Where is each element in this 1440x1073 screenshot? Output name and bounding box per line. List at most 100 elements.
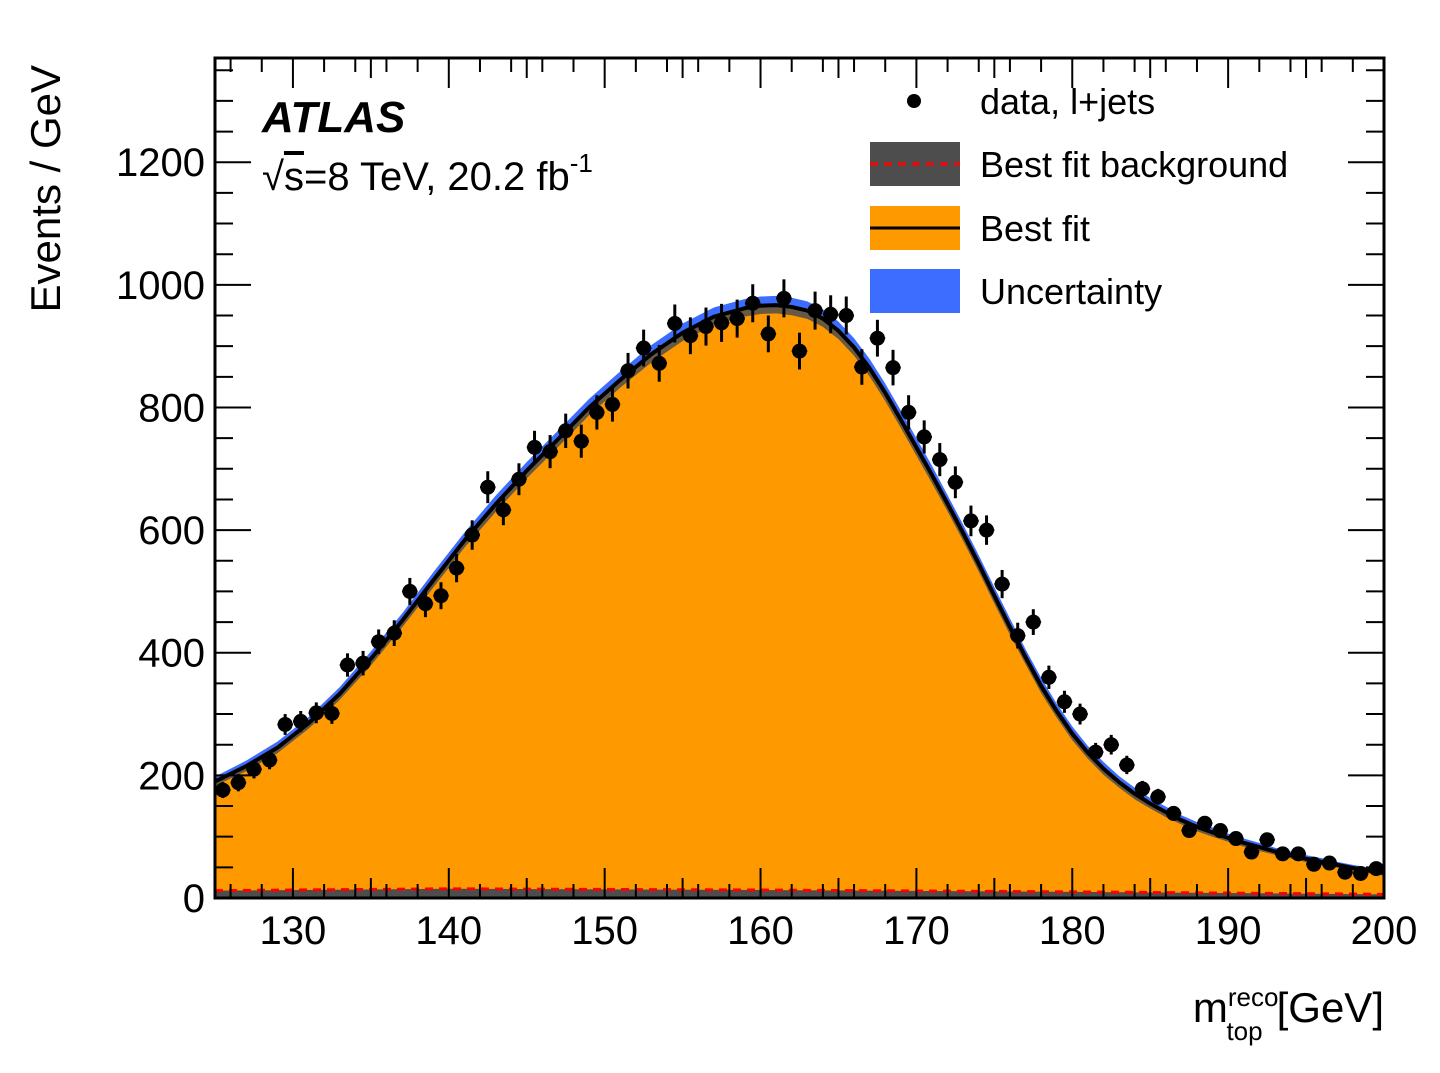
data-point <box>1150 788 1166 805</box>
x-tick-label: 190 <box>1195 909 1262 953</box>
data-point <box>1290 846 1307 862</box>
data-point <box>308 702 325 724</box>
best-fit-area-layer <box>215 305 1384 899</box>
data-marker <box>729 311 745 327</box>
x-tick-label: 160 <box>727 909 794 953</box>
data-point <box>1134 780 1151 797</box>
legend-data-marker <box>907 94 921 108</box>
data-marker <box>979 522 995 538</box>
data-marker <box>932 452 948 468</box>
data-point <box>776 279 792 318</box>
data-marker <box>885 360 901 376</box>
data-marker <box>823 306 839 322</box>
data-point <box>1009 622 1026 649</box>
data-point <box>635 329 652 367</box>
data-marker <box>651 355 667 371</box>
data-marker <box>324 705 340 721</box>
energy-luminosity-label: √s=8 TeV, 20.2 fb-1 <box>262 148 593 199</box>
data-point <box>854 349 870 385</box>
data-point <box>682 317 699 355</box>
data-point <box>339 653 356 677</box>
data-point <box>1306 856 1322 872</box>
legend-label-background: Best fit background <box>980 144 1288 185</box>
data-marker <box>1150 789 1166 805</box>
x-tick-label: 200 <box>1351 909 1418 953</box>
data-point <box>215 782 231 799</box>
plot-frame <box>213 56 1386 900</box>
data-point <box>760 315 777 353</box>
data-point <box>1165 805 1182 821</box>
data-point <box>1087 742 1104 762</box>
tick-labels-layer: 130 140 150 160 170 180 190 200 0 200 400 600 800 100… <box>116 141 1417 953</box>
data-marker <box>698 319 714 335</box>
data-point <box>807 291 823 330</box>
x-axis-title-sub: top <box>1226 1016 1262 1046</box>
legend-label-data: data, l+jets <box>980 81 1155 122</box>
legend-uncertainty-swatch <box>870 269 960 313</box>
y-axis-title: Events / GeV <box>22 65 69 312</box>
data-point <box>620 352 636 389</box>
data-point <box>1321 855 1338 871</box>
data-marker <box>355 655 371 671</box>
data-marker <box>1134 781 1150 797</box>
data-point <box>402 577 418 605</box>
data-marker <box>480 479 496 495</box>
data-point <box>994 569 1010 599</box>
data-marker <box>1306 856 1322 872</box>
data-point <box>557 413 574 448</box>
data-point <box>667 304 683 343</box>
data-marker <box>869 330 885 346</box>
data-point <box>978 515 995 545</box>
legend: data, l+jets Best fit background Best fi… <box>870 81 1288 313</box>
data-point <box>246 760 262 779</box>
data-marker <box>636 340 652 356</box>
y-tick-label: 0 <box>183 877 205 921</box>
data-marker <box>1337 864 1353 880</box>
data-point <box>713 303 730 342</box>
data-point <box>1119 755 1135 775</box>
data-marker <box>511 471 527 487</box>
data-point <box>292 710 309 732</box>
data-point <box>261 750 278 770</box>
data-marker <box>745 295 761 311</box>
data-marker <box>1259 832 1275 848</box>
y-tick-label: 600 <box>138 509 205 553</box>
data-marker <box>386 625 402 641</box>
sqrt-sign: √ <box>262 155 284 199</box>
data-marker <box>417 596 433 612</box>
y-tick-label: 400 <box>138 632 205 676</box>
data-point <box>1368 861 1384 877</box>
data-marker <box>230 775 246 791</box>
data-point <box>448 554 465 583</box>
x-axis-title: mreco top [GeV] <box>1193 982 1384 1046</box>
data-point <box>433 582 449 610</box>
data-marker <box>1244 844 1260 860</box>
data-marker <box>558 423 574 439</box>
data-marker <box>542 444 558 460</box>
data-marker <box>947 474 963 490</box>
data-marker <box>1056 694 1072 710</box>
data-marker <box>262 752 278 768</box>
data-point <box>869 319 886 357</box>
data-point <box>1056 690 1073 713</box>
data-marker <box>339 657 355 673</box>
data-marker <box>1025 614 1041 630</box>
data-marker <box>916 429 932 445</box>
data-point <box>947 466 964 499</box>
data-marker <box>573 433 589 449</box>
data-point <box>838 296 855 335</box>
data-point <box>729 299 745 338</box>
legend-label-uncertainty: Uncertainty <box>980 271 1162 312</box>
data-marker <box>1181 823 1197 839</box>
data-point <box>479 471 496 504</box>
data-point <box>916 420 932 454</box>
data-point <box>1243 844 1260 860</box>
data-marker <box>402 583 418 599</box>
data-marker <box>308 705 324 721</box>
data-marker <box>495 502 511 518</box>
legend-label-bestfit: Best fit <box>980 208 1090 249</box>
data-marker <box>1212 823 1228 839</box>
data-point <box>1041 665 1057 689</box>
data-marker <box>667 315 683 331</box>
